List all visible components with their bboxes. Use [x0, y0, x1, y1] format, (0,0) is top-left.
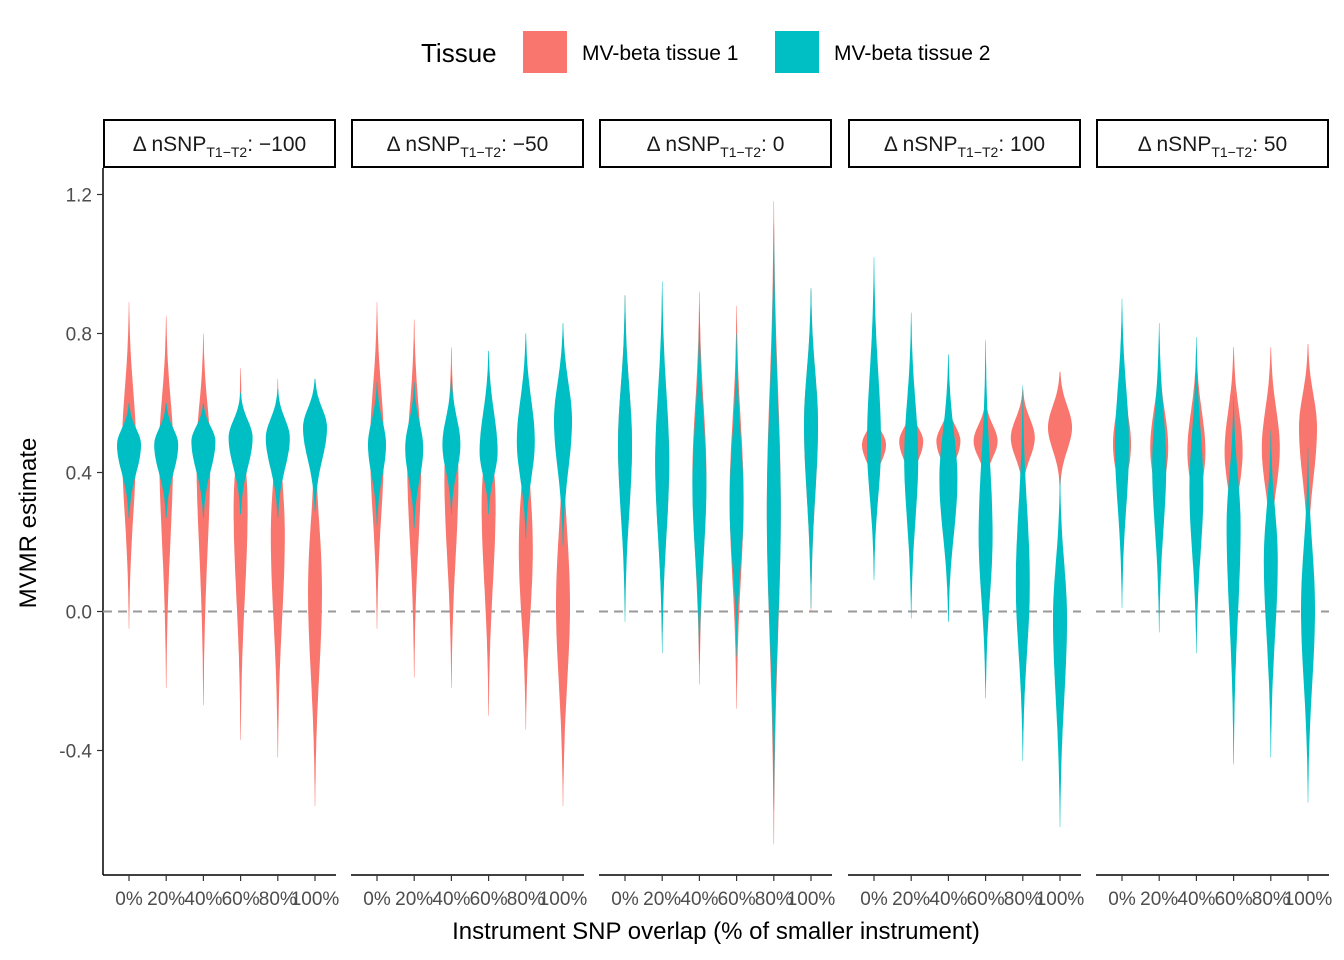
- x-tick-label: 20%: [147, 889, 185, 910]
- violin-tissue-2: [1015, 385, 1030, 761]
- violin-tissue-2: [479, 350, 498, 515]
- x-tick-label: 100%: [1036, 889, 1085, 910]
- violin-tissue-2: [904, 312, 919, 619]
- violin-tissue-2: [516, 333, 535, 539]
- facet-strip-label: Δ nSNPT1−T2: 100: [884, 133, 1045, 160]
- x-tick-label: 60%: [967, 889, 1005, 910]
- y-tick-label: -0.4: [59, 742, 92, 763]
- violin-tissue-2: [729, 333, 744, 657]
- facet-panel: Δ nSNPT1−T2: −100 0% 20% 40% 60% 80%100%: [103, 119, 340, 910]
- x-tick-label: 40%: [1177, 889, 1215, 910]
- violin-tissue-2: [368, 382, 386, 525]
- x-tick-label: 0%: [115, 889, 143, 910]
- x-tick-label: 100%: [1284, 889, 1333, 910]
- x-tick-label: 100%: [539, 889, 588, 910]
- y-tick-label: 0.0: [66, 603, 92, 624]
- x-tick-label: 60%: [1215, 889, 1253, 910]
- violin-tissue-2: [442, 375, 461, 515]
- legend-label-tissue-2: MV-beta tissue 2: [834, 42, 990, 65]
- y-axis-title: MVMR estimate: [15, 438, 42, 609]
- violin-tissue-2: [1301, 448, 1315, 803]
- x-tick-label: 80%: [755, 889, 793, 910]
- x-tick-label: 80%: [507, 889, 545, 910]
- facet-panel: Δ nSNPT1−T2: 0 0% 20% 40% 60% 80%100%: [599, 119, 836, 910]
- x-axis-title: Instrument SNP overlap (% of smaller ins…: [452, 918, 980, 945]
- violin-tissue-2: [1115, 298, 1129, 608]
- facet-strip-label: Δ nSNPT1−T2: 50: [1138, 133, 1287, 160]
- violin-tissue-2: [405, 382, 424, 529]
- x-tick-label: 20%: [643, 889, 681, 910]
- y-axis: 1.2 0.8 0.4 0.0 -0.4: [59, 168, 104, 875]
- violin-tissue-2: [228, 392, 253, 515]
- violin-tissue-2: [191, 403, 216, 518]
- facet-panel: Δ nSNPT1−T2: −50 0% 20% 40% 60% 80%100%: [351, 119, 588, 910]
- facet-strip-label: Δ nSNPT1−T2: −100: [133, 133, 306, 160]
- violin-tissue-2: [692, 312, 707, 664]
- violin-tissue-2: [1152, 323, 1167, 633]
- x-tick-label: 0%: [1108, 889, 1136, 910]
- y-axis-ticks: 1.2 0.8 0.4 0.0 -0.4: [59, 186, 103, 763]
- y-tick-label: 1.2: [66, 186, 92, 207]
- x-tick-label: 20%: [395, 889, 433, 910]
- violin-tissue-2: [804, 288, 818, 608]
- violin-tissue-2: [265, 389, 290, 518]
- violin-tissue-2: [1263, 430, 1278, 758]
- facet-panel: Δ nSNPT1−T2: 50 0% 20% 40% 60% 80%100%: [1096, 119, 1333, 910]
- violin-tissue-2: [978, 340, 993, 699]
- x-tick-label: 80%: [259, 889, 297, 910]
- legend-swatch-tissue-1: [523, 31, 567, 73]
- x-tick-label: 0%: [611, 889, 639, 910]
- violin-tissue-2: [867, 257, 881, 581]
- legend-label-tissue-1: MV-beta tissue 1: [582, 42, 738, 65]
- x-tick-label: 40%: [432, 889, 470, 910]
- x-tick-label: 0%: [860, 889, 888, 910]
- violin-tissue-2: [554, 323, 572, 546]
- facet-strip-label: Δ nSNPT1−T2: −50: [387, 133, 549, 160]
- x-tick-label: 0%: [363, 889, 391, 910]
- violin-tissue-2: [766, 225, 781, 810]
- x-tick-label: 20%: [892, 889, 930, 910]
- violin-tissue-1: [518, 382, 533, 730]
- violin-tissue-1: [308, 416, 322, 807]
- x-tick-label: 60%: [222, 889, 260, 910]
- legend-swatch-tissue-2: [775, 31, 819, 73]
- violin-tissue-2: [154, 403, 179, 518]
- y-tick-label: 0.8: [66, 325, 92, 346]
- x-tick-label: 40%: [680, 889, 718, 910]
- x-tick-label: 100%: [787, 889, 836, 910]
- violin-tissue-1: [196, 333, 211, 706]
- violin-tissue-1: [556, 420, 570, 807]
- violin-tissue-2: [618, 295, 632, 622]
- facet-strip: [599, 119, 832, 168]
- x-tick-label: 40%: [929, 889, 967, 910]
- facet-strip: [1096, 119, 1329, 168]
- y-tick-label: 0.4: [66, 464, 93, 485]
- violin-tissue-1: [1048, 371, 1072, 487]
- violin-tissue-2: [939, 354, 958, 622]
- x-tick-label: 20%: [1140, 889, 1178, 910]
- facet-panel: Δ nSNPT1−T2: 100 0% 20% 40% 60% 80%100%: [848, 119, 1085, 910]
- x-tick-label: 80%: [1252, 889, 1290, 910]
- legend: Tissue MV-beta tissue 1 MV-beta tissue 2: [421, 31, 990, 73]
- violin-tissue-2: [1053, 476, 1067, 827]
- violin-tissue-2: [655, 281, 670, 654]
- facet-strip: [848, 119, 1081, 168]
- violin-tissue-2: [303, 378, 327, 511]
- violin-tissue-2: [1189, 337, 1204, 654]
- x-tick-label: 80%: [1004, 889, 1042, 910]
- facet-strip: [351, 119, 584, 168]
- facet-strip: [103, 119, 336, 168]
- x-tick-label: 100%: [291, 889, 340, 910]
- violin-tissue-2: [1226, 396, 1241, 765]
- x-tick-label: 40%: [184, 889, 222, 910]
- violin-tissue-2: [117, 403, 141, 518]
- x-tick-label: 60%: [470, 889, 508, 910]
- x-tick-label: 60%: [718, 889, 756, 910]
- facet-strip-label: Δ nSNPT1−T2: 0: [647, 133, 785, 160]
- legend-title: Tissue: [421, 38, 497, 68]
